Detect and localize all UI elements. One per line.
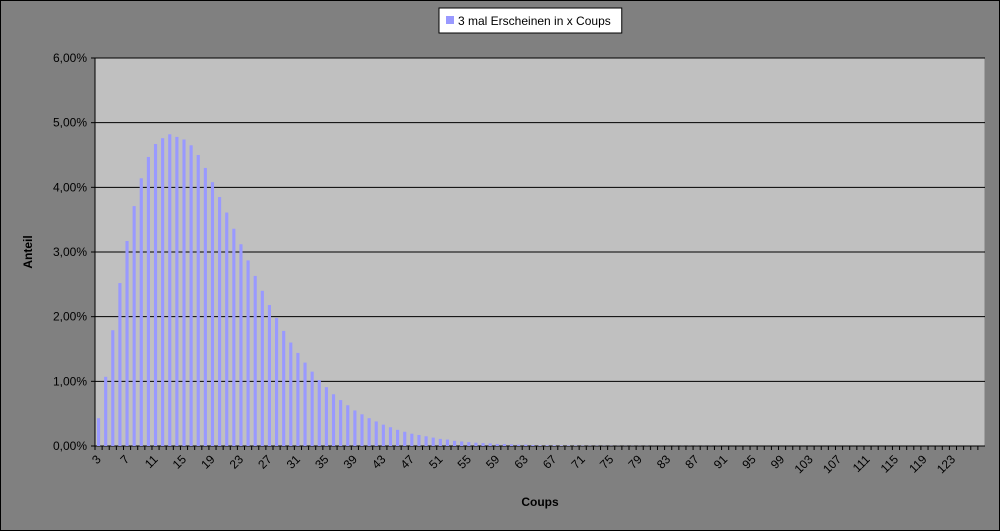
bar — [189, 145, 193, 447]
bar — [203, 167, 207, 446]
bar — [524, 444, 528, 446]
bar — [232, 228, 236, 446]
bar — [125, 241, 129, 446]
y-tick-label: 4,00% — [53, 180, 87, 194]
bar — [488, 443, 492, 446]
bar — [552, 445, 556, 446]
bar — [289, 342, 293, 446]
bar — [310, 371, 314, 446]
bar — [267, 305, 272, 446]
bar — [396, 429, 400, 446]
bar — [253, 275, 257, 446]
bar — [210, 182, 215, 446]
bar — [438, 438, 442, 446]
bar — [246, 260, 250, 446]
bar — [431, 437, 435, 446]
bar — [367, 418, 371, 446]
bar — [331, 394, 336, 446]
bar — [517, 444, 521, 446]
bar — [324, 387, 328, 446]
bar — [460, 441, 464, 446]
bar — [445, 439, 450, 446]
bar — [481, 443, 485, 446]
bar — [381, 424, 385, 446]
bar — [118, 283, 122, 446]
bar — [168, 134, 172, 446]
bar — [495, 444, 499, 446]
bar — [96, 418, 101, 446]
bar — [474, 442, 478, 446]
bar — [153, 144, 158, 447]
bar — [467, 442, 471, 446]
bar — [296, 352, 300, 446]
bar — [317, 380, 321, 446]
bar — [146, 156, 150, 446]
y-tick-label: 6,00% — [53, 51, 87, 65]
bar — [132, 206, 136, 446]
bar — [182, 139, 186, 447]
bar — [417, 435, 421, 446]
bar — [139, 178, 143, 446]
legend-swatch — [446, 16, 454, 24]
bar — [175, 136, 179, 447]
bar — [282, 330, 286, 446]
bar — [196, 155, 200, 446]
bar — [538, 445, 542, 446]
y-tick-label: 0,00% — [53, 439, 87, 453]
bar — [452, 440, 457, 446]
y-tick-label: 2,00% — [53, 310, 87, 324]
bar — [360, 414, 364, 446]
bar — [388, 427, 393, 446]
bar — [346, 405, 350, 446]
bar — [260, 290, 264, 446]
bar — [104, 376, 108, 446]
x-axis-label: Coups — [521, 495, 559, 509]
y-tick-label: 5,00% — [53, 116, 87, 130]
y-axis-label: Anteil — [21, 235, 35, 268]
legend-label: 3 mal Erscheinen in x Coups — [458, 14, 611, 28]
bar — [303, 362, 307, 446]
bar — [559, 445, 563, 446]
y-tick-label: 3,00% — [53, 245, 87, 259]
bar — [545, 445, 549, 446]
bar — [111, 330, 115, 446]
bar — [403, 431, 407, 446]
bar — [502, 444, 506, 446]
bar — [353, 410, 357, 446]
legend-box — [438, 7, 623, 34]
bar — [339, 400, 343, 446]
bar — [531, 445, 535, 446]
bar — [274, 317, 279, 446]
y-tick-label: 1,00% — [53, 374, 87, 388]
bar — [218, 197, 222, 446]
bar — [424, 436, 428, 446]
bar — [410, 433, 414, 446]
bar — [509, 444, 514, 446]
bar — [225, 212, 229, 446]
bar — [239, 244, 243, 446]
bar — [161, 138, 165, 447]
bar — [374, 421, 378, 446]
